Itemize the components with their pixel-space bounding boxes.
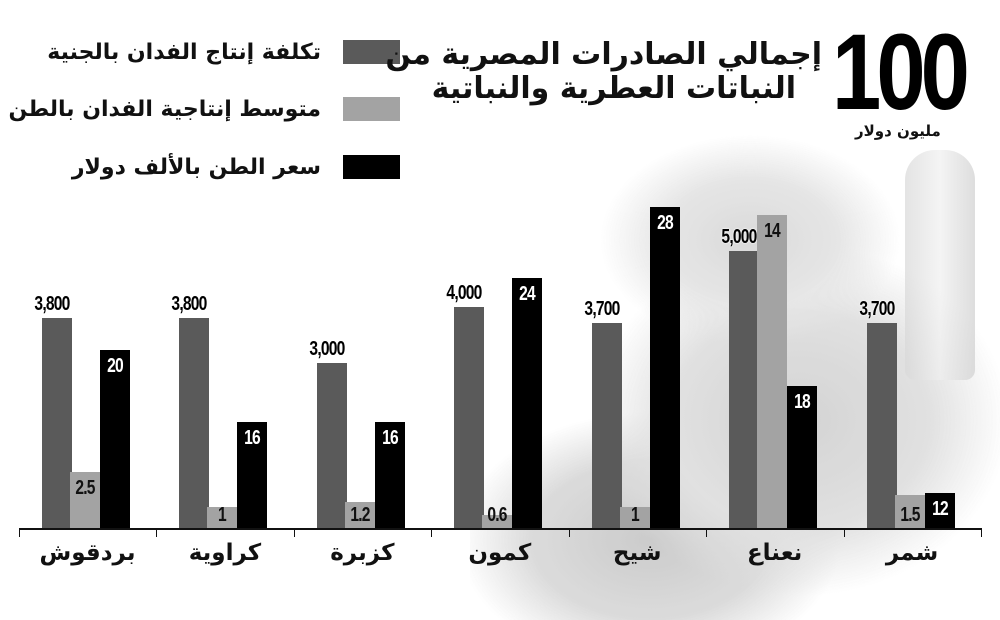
x-axis-category-label: كزبرة — [330, 540, 395, 566]
bar-group: 5,000 14 18 — [706, 190, 843, 529]
total-exports-number: 100 — [832, 11, 970, 132]
bar-group: 3,000 1.2 16 — [294, 190, 431, 529]
bar-value-label: 12 — [931, 498, 949, 520]
bar-value-label: 1.2 — [350, 504, 370, 526]
bar-price — [649, 207, 680, 529]
bar-value-label: 1.5 — [899, 504, 920, 526]
bar-group: 3,800 1 16 — [156, 190, 293, 529]
bar-price — [100, 350, 130, 529]
bar-cost — [591, 323, 622, 529]
bar-group: 3,700 1.5 12 — [844, 190, 981, 529]
bar-value-label: 1 — [218, 504, 227, 526]
bar-value-label: 2.5 — [75, 477, 95, 499]
x-axis-category-label: كراوية — [188, 540, 262, 566]
legend-swatch — [343, 155, 400, 179]
bar-yield — [619, 507, 650, 529]
bar-value-label: 16 — [244, 427, 262, 449]
x-axis-tick — [156, 528, 158, 537]
bar-value-label: 4,000 — [446, 282, 483, 304]
bar-value-label: 16 — [381, 427, 399, 449]
bar-price — [512, 278, 543, 529]
legend-item-cost: تكلفة إنتاج الفدان بالجنية — [47, 32, 400, 72]
bar-value-label: 3,800 — [171, 293, 208, 315]
bar-value-label: 18 — [794, 391, 811, 413]
title-line-1: إجمالي الصادرات المصرية من — [385, 37, 822, 72]
legend-item-yield: متوسط إنتاجية الفدان بالطن — [9, 89, 400, 129]
x-axis-category-label: شيح — [612, 540, 662, 566]
bar-yield — [207, 507, 238, 529]
bar-value-label: 0.6 — [487, 504, 508, 526]
title-line-2: النباتات العطرية والنباتية — [431, 71, 796, 106]
bar-yield — [344, 502, 375, 529]
bar-value-label: 14 — [764, 220, 781, 242]
bar-value-label: 3,700 — [858, 298, 895, 320]
bar-cost — [42, 318, 72, 529]
bar-cost — [729, 251, 760, 529]
x-axis-tick — [19, 528, 20, 537]
x-axis-tick — [706, 528, 708, 537]
bar-cost — [179, 318, 210, 529]
x-axis-tick — [843, 528, 845, 537]
bar-yield — [894, 495, 925, 529]
bar-cost — [316, 363, 347, 529]
x-axis-tick — [568, 528, 570, 537]
bar-value-label: 5,000 — [721, 226, 758, 248]
bar-value-label: 20 — [107, 355, 124, 377]
bar-value-label: 1 — [630, 504, 640, 526]
bar-cost — [866, 323, 897, 529]
bar-value-label: 3,000 — [309, 338, 345, 360]
legend-label: متوسط إنتاجية الفدان بالطن — [8, 96, 321, 122]
legend-label: تكلفة إنتاج الفدان بالجنية — [47, 39, 321, 65]
chart-title: إجمالي الصادرات المصرية من النباتات العط… — [385, 38, 822, 106]
bar-yield — [482, 515, 513, 529]
bar-group: 3,700 1 28 — [569, 190, 706, 529]
bar-value-label: 24 — [519, 283, 536, 305]
bar-value-label: 3,800 — [34, 293, 70, 315]
legend-swatch — [343, 97, 400, 121]
bar-price — [787, 386, 818, 529]
bar-yield — [70, 472, 100, 529]
x-axis-tick — [981, 528, 982, 537]
x-axis-category-label: كمون — [468, 540, 532, 566]
x-axis-category-label: شمر — [885, 540, 939, 566]
bar-chart-plot: 3,800 2.5 20 3,800 1 16 3,000 1.2 16 4,000 0.6 24 3,… — [19, 190, 981, 529]
bar-group: 3,800 2.5 20 — [19, 190, 156, 529]
x-axis-tick — [293, 528, 295, 537]
bar-cost — [454, 307, 485, 529]
bar-value-label: 28 — [656, 212, 674, 234]
x-axis-line — [19, 528, 981, 530]
total-exports-unit: مليون دولار — [855, 122, 941, 140]
legend-label: سعر الطن بالألف دولار — [71, 154, 321, 180]
x-axis-category-label: نعناع — [746, 540, 803, 566]
bar-yield — [757, 215, 788, 529]
bar-value-label: 3,700 — [584, 298, 620, 320]
background-bottle-image — [905, 150, 975, 380]
legend-item-price: سعر الطن بالألف دولار — [72, 147, 400, 187]
x-axis-tick — [431, 528, 433, 537]
legend-swatch — [343, 40, 400, 64]
bar-group: 4,000 0.6 24 — [431, 190, 568, 529]
bar-price — [237, 422, 268, 529]
bar-price — [924, 493, 955, 529]
x-axis-category-label: بردقوش — [39, 540, 136, 566]
bar-price — [374, 422, 405, 529]
